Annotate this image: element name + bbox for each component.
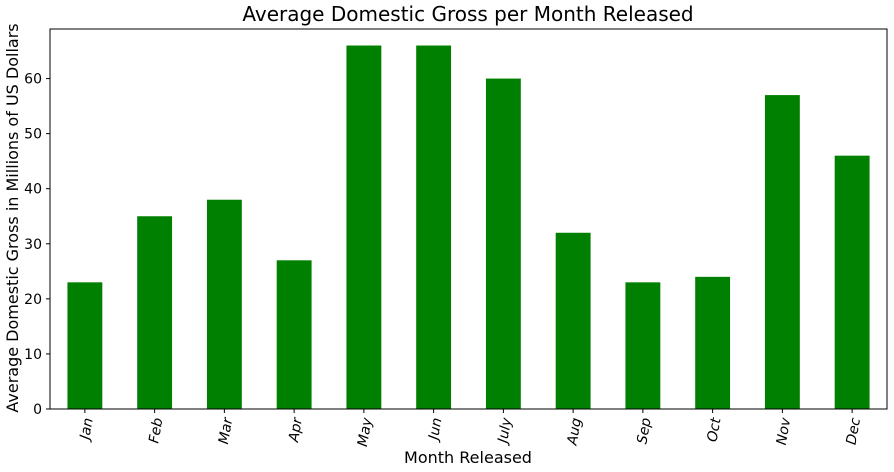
x-tick-label: Mar — [216, 415, 237, 445]
x-tick-label: Sep — [634, 417, 654, 446]
y-tick-label: 40 — [24, 182, 42, 198]
x-tick-label: Aug — [564, 417, 585, 448]
x-tick-label: Nov — [774, 416, 795, 446]
bar-july — [485, 78, 521, 409]
x-tick-label: Oct — [705, 416, 725, 443]
y-tick-label: 0 — [33, 402, 42, 418]
x-axis: Jan Feb Mar Apr May Jun July Aug Sep Oct Nov Dec — [77, 409, 864, 448]
x-tick-label: Apr — [286, 415, 306, 444]
y-tick-label: 20 — [24, 292, 42, 308]
bar-oct — [695, 276, 731, 409]
chart-title: Average Domestic Gross per Month Release… — [242, 2, 693, 26]
x-tick-label: Feb — [146, 417, 166, 445]
bar-feb — [137, 216, 173, 409]
bar-mar — [206, 199, 242, 409]
x-tick-label: Jun — [425, 417, 445, 444]
y-tick-label: 60 — [24, 72, 42, 88]
y-tick-label: 30 — [24, 237, 42, 253]
bar-jun — [416, 45, 452, 410]
bar-sep — [625, 282, 661, 409]
plot-frame — [49, 28, 888, 410]
bar-aug — [555, 232, 591, 409]
bar-may — [346, 45, 382, 410]
bar-jan — [67, 282, 103, 409]
y-axis: 0 10 20 30 40 50 60 — [24, 72, 50, 418]
bar-apr — [276, 260, 312, 409]
bar-nov — [764, 95, 800, 409]
y-tick-label: 10 — [24, 347, 42, 363]
x-tick-label: May — [355, 416, 376, 448]
x-tick-label: Jan — [77, 417, 97, 444]
bars-group — [67, 45, 870, 410]
y-tick-label: 50 — [24, 127, 42, 143]
y-axis-label: Average Domestic Gross in Millions of US… — [3, 23, 22, 412]
x-tick-label: July — [495, 416, 516, 447]
x-tick-label: Dec — [844, 416, 865, 446]
bar-dec — [834, 155, 870, 409]
x-axis-label: Month Released — [404, 448, 532, 467]
